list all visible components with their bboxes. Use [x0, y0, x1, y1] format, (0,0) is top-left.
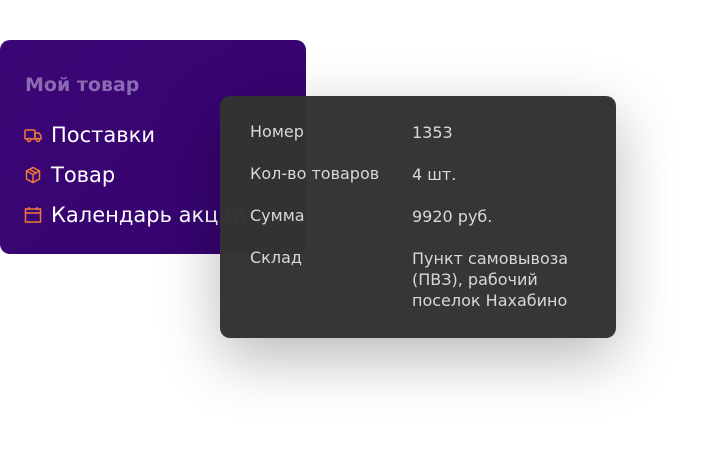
- menu-item-deliveries[interactable]: Поставки: [24, 123, 155, 147]
- menu-item-label: Поставки: [51, 123, 155, 147]
- row-label: Сумма: [250, 206, 305, 225]
- menu-item-label: Календарь акций: [51, 203, 246, 227]
- calendar-icon: [24, 207, 42, 223]
- menu-title: Мой товар: [25, 74, 140, 96]
- row-value: 1353: [412, 123, 453, 142]
- row-value: Пункт самовывоза (ПВЗ), рабочий поселок …: [412, 249, 569, 310]
- menu-item-goods[interactable]: Товар: [24, 163, 115, 187]
- box-icon: [25, 166, 41, 184]
- tooltip-row-number: Номер 1353: [250, 122, 592, 143]
- menu-item-promo-calendar[interactable]: Календарь акций: [24, 203, 246, 227]
- row-value: 9920 руб.: [412, 207, 493, 226]
- tooltip-row-quantity: Кол-во товаров 4 шт.: [250, 164, 592, 185]
- tooltip-row-warehouse: Склад Пункт самовывоза (ПВЗ), рабочий по…: [250, 248, 592, 311]
- tooltip-row-sum: Сумма 9920 руб.: [250, 206, 592, 227]
- row-label: Номер: [250, 122, 304, 141]
- row-label: Склад: [250, 248, 302, 267]
- truck-icon: [24, 129, 42, 143]
- order-tooltip: Номер 1353 Кол-во товаров 4 шт. Сумма 99…: [220, 96, 616, 338]
- menu-item-label: Товар: [51, 163, 116, 187]
- row-label: Кол-во товаров: [250, 164, 380, 183]
- row-value: 4 шт.: [412, 165, 457, 184]
